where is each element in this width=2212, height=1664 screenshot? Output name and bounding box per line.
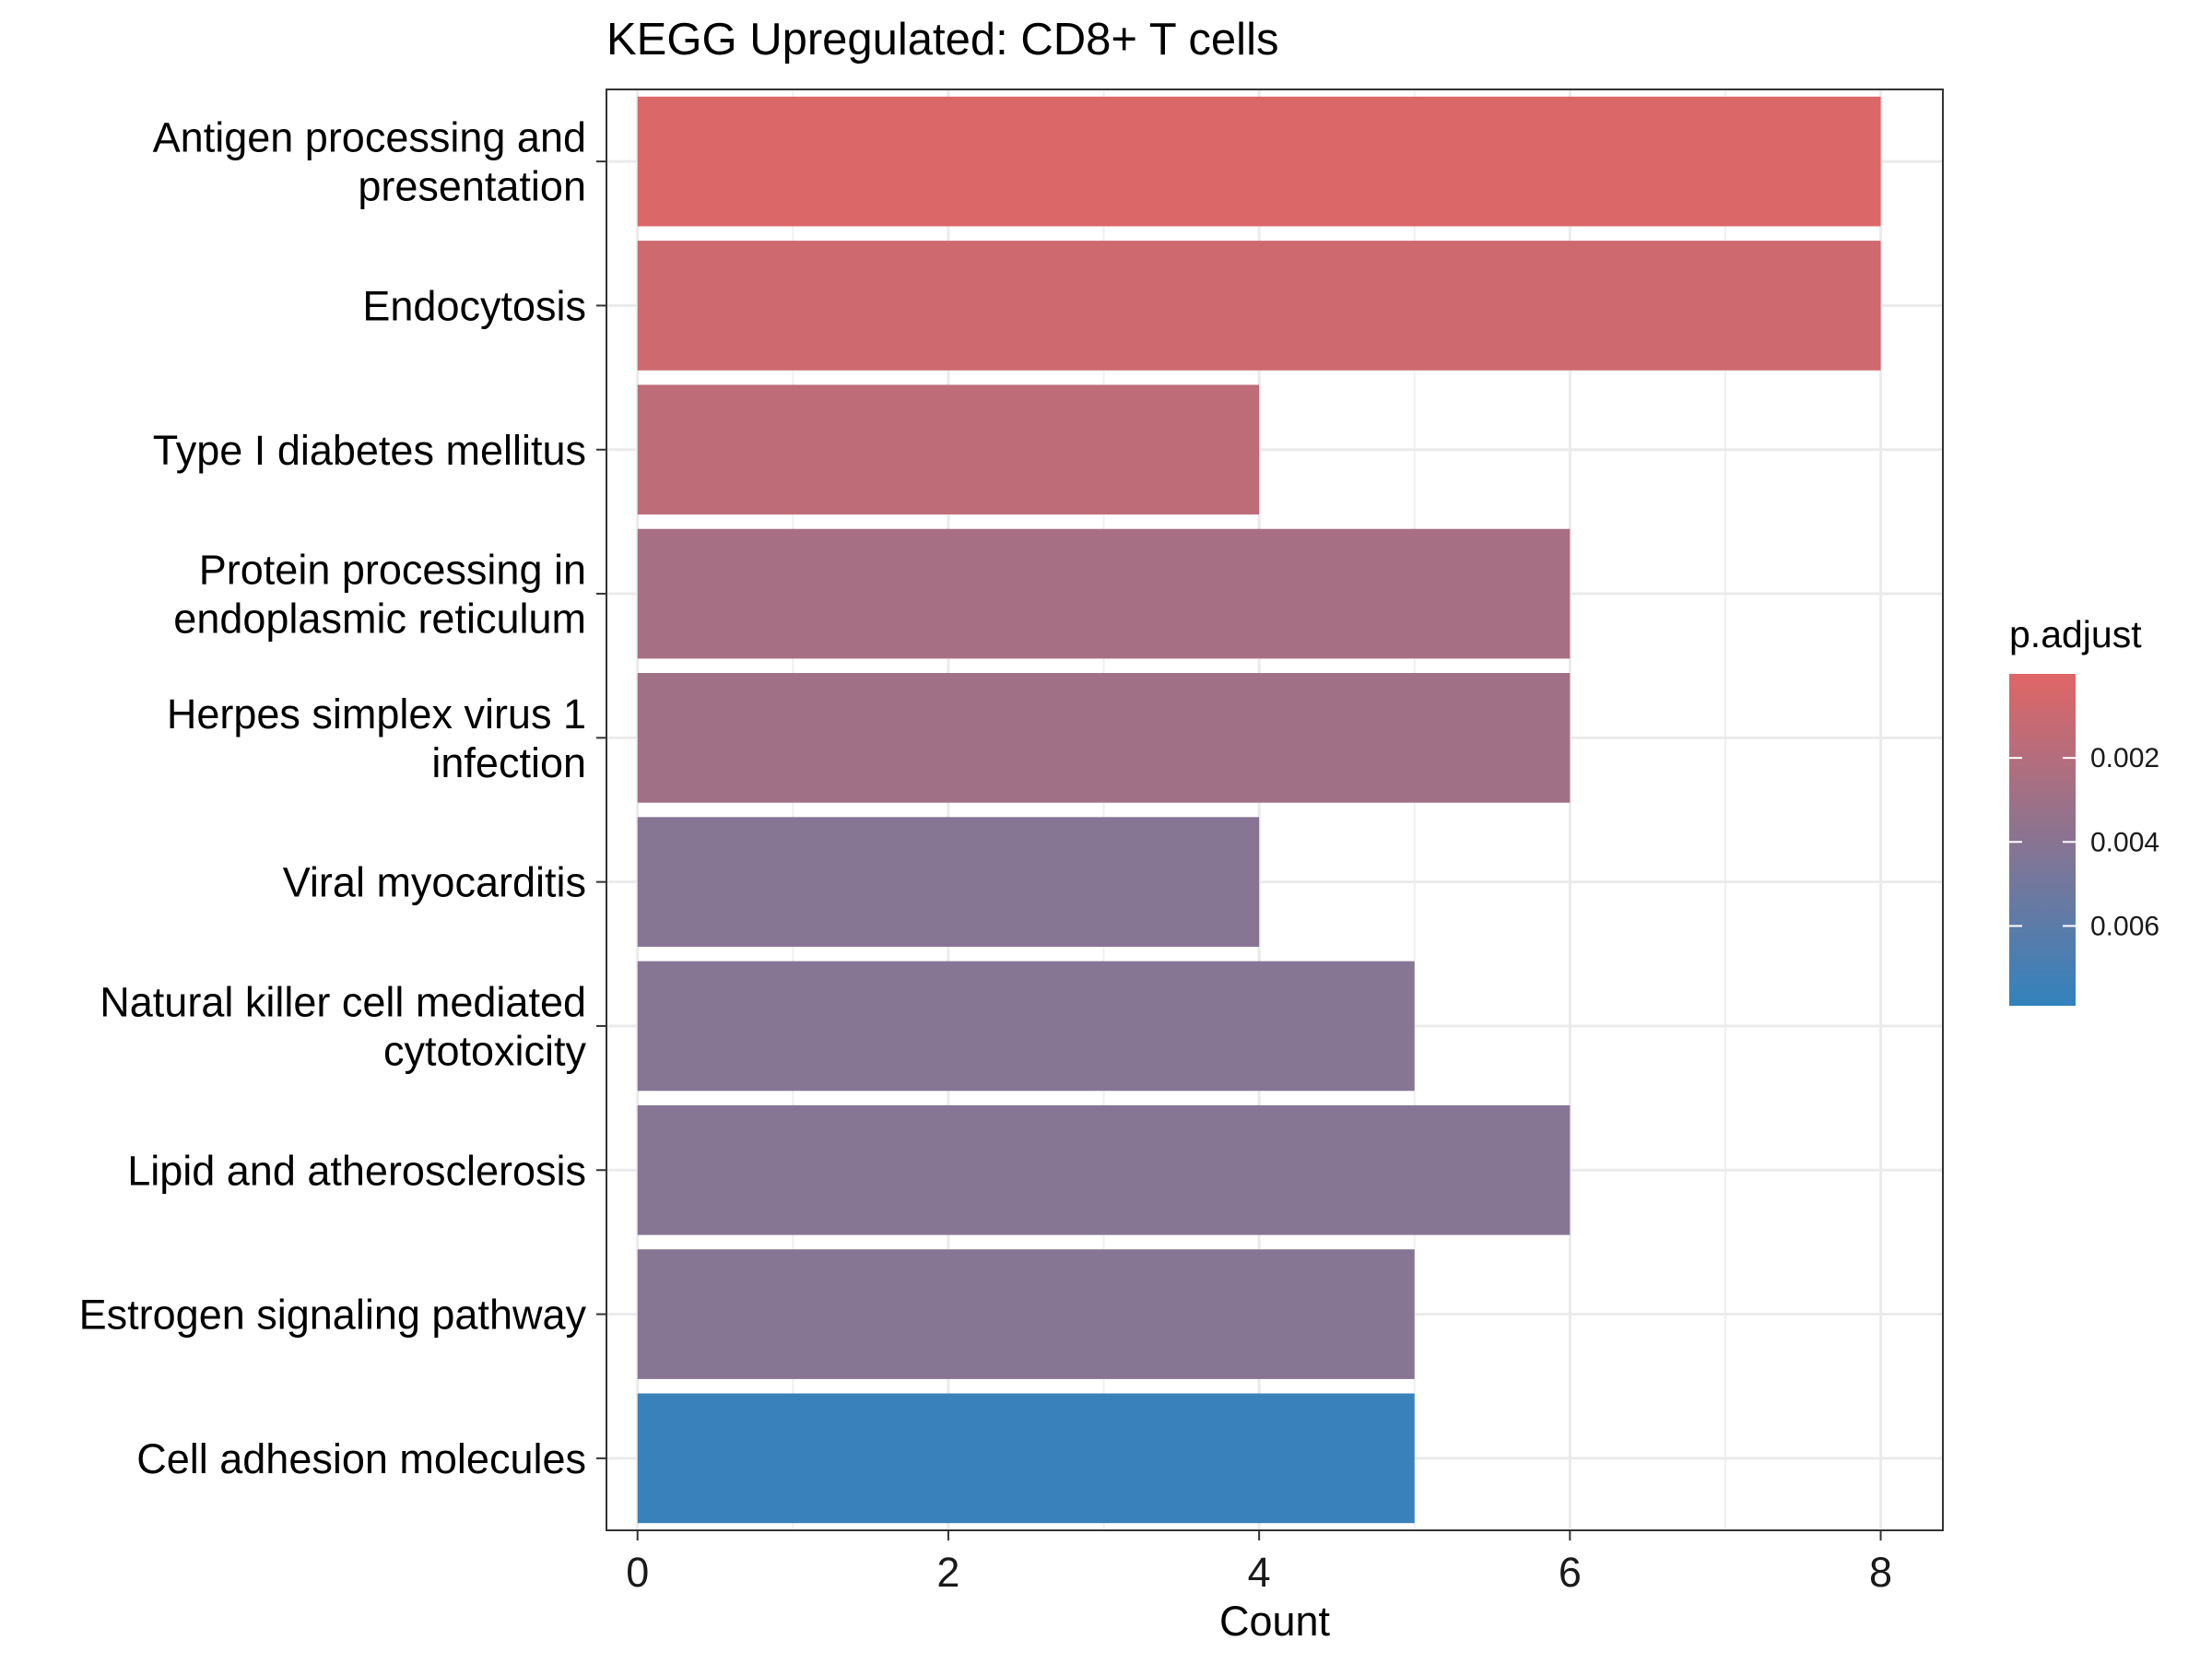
category-label: Type I diabetes mellitus: [153, 427, 586, 474]
bar: [637, 817, 1260, 947]
bar: [637, 241, 1881, 371]
chart-title: KEGG Upregulated: CD8+ T cells: [606, 15, 1278, 65]
category-label: Natural killer cell mediated: [100, 978, 586, 1025]
category-label: Viral myocarditis: [283, 859, 586, 906]
category-label: presentation: [358, 163, 586, 210]
bar: [637, 1393, 1415, 1524]
x-tick-label: 4: [1248, 1549, 1271, 1596]
x-tick-label: 2: [936, 1549, 959, 1596]
bar: [637, 1249, 1415, 1379]
legend: p.adjust 0.002 0.004 0.006: [2009, 613, 2159, 1006]
category-label: Estrogen signaling pathway: [79, 1292, 587, 1339]
bar: [637, 1104, 1571, 1235]
category-label: Lipid and atherosclerosis: [127, 1147, 586, 1194]
legend-title: p.adjust: [2009, 613, 2142, 655]
bar: [637, 673, 1571, 803]
category-label: Endocytosis: [362, 282, 586, 329]
legend-ticks: 0.002 0.004 0.006: [2009, 743, 2159, 941]
bar: [637, 961, 1415, 1092]
category-label: endoplasmic reticulum: [173, 596, 586, 643]
x-tick-label: 8: [1869, 1549, 1892, 1596]
category-label: Cell adhesion molecules: [136, 1435, 586, 1482]
x-axis: 0 2 4 6 8: [626, 1530, 1892, 1596]
legend-tick-label: 0.006: [2090, 911, 2159, 941]
legend-tick-label: 0.004: [2090, 827, 2159, 857]
bars-layer: [637, 96, 1881, 1524]
bar: [637, 528, 1571, 659]
x-tick-label: 6: [1559, 1549, 1582, 1596]
bar: [637, 384, 1260, 515]
category-label: cytotoxicity: [383, 1027, 587, 1074]
category-label: Protein processing in: [199, 547, 586, 594]
plot-panel-border: [606, 89, 1944, 1531]
x-tick-label: 0: [626, 1549, 649, 1596]
bar: [637, 96, 1881, 227]
legend-colorbar: [2009, 674, 2076, 1006]
category-label: infection: [431, 739, 586, 786]
x-axis-title: Count: [1219, 1598, 1331, 1645]
category-label: Antigen processing and: [153, 114, 586, 161]
category-label: Herpes simplex virus 1: [167, 690, 586, 738]
legend-tick-label: 0.002: [2090, 743, 2159, 773]
